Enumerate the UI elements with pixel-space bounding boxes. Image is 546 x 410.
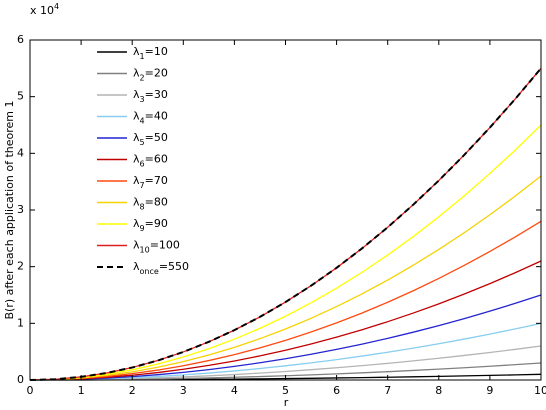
y-axis-label: B(r) after each application of theorem 1 [3,100,16,319]
x-tick-label: 4 [231,384,238,397]
y-tick-label: 0 [17,373,24,386]
y-tick-label: 4 [17,146,24,159]
y-multiplier: x 104 [30,2,59,18]
legend-label: λ4=40 [133,110,168,126]
legend-label: λ1=10 [133,45,168,61]
legend-label: λ7=70 [133,174,168,190]
x-tick-label: 5 [282,384,289,397]
y-tick-label: 2 [17,260,24,273]
y-tick-label: 1 [17,316,24,329]
legend-label: λ5=50 [133,131,168,147]
x-tick-label: 2 [129,384,136,397]
series-line [29,220,542,381]
x-tick-label: 3 [180,384,187,397]
x-axis-label: r [284,396,289,409]
x-tick-label: 6 [333,384,340,397]
legend-label: λ8=80 [133,196,168,212]
x-tick-label: 1 [78,384,85,397]
y-multiplier-base: x 10 [30,4,54,17]
series-line [29,175,542,381]
legend-label: λ9=90 [133,217,168,233]
series-line [29,124,542,381]
series-line [29,322,542,381]
series-line [29,260,542,381]
y-tick-label: 5 [17,90,24,103]
y-tick-label: 3 [17,203,24,216]
legend-label: λ3=30 [133,88,168,104]
x-tick-label: 8 [435,384,442,397]
x-tick-label: 9 [486,384,493,397]
legend-label: λ10=100 [133,239,180,255]
y-multiplier-exponent: 4 [54,2,59,11]
x-tick-label: 10 [534,384,546,397]
y-tick-label: 6 [17,33,24,46]
x-tick-label: 7 [384,384,391,397]
legend-label: λ6=60 [133,153,168,169]
series-line [29,294,542,381]
legend-label: λonce=550 [133,260,189,276]
legend-label: λ2=20 [133,67,168,83]
x-tick-label: 0 [27,384,34,397]
series-line [29,67,542,381]
